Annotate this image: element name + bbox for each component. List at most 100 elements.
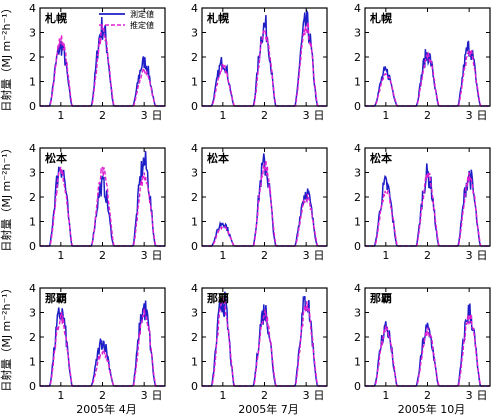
x-tick-label: 1 <box>57 389 64 402</box>
x-tick-label: 2 <box>424 389 431 402</box>
x-axis-title: 2005年 7月 <box>238 402 299 416</box>
y-tick-label: 3 <box>354 27 361 40</box>
y-tick-label: 0 <box>354 380 361 393</box>
measured-series-line <box>40 16 165 107</box>
station-label: 札幌 <box>44 11 67 25</box>
y-tick-label: 2 <box>29 191 36 204</box>
x-tick-label: 3 <box>141 109 148 122</box>
y-tick-label: 1 <box>354 356 361 369</box>
x-tick-label: 2 <box>261 109 268 122</box>
estimated-series-line <box>40 308 165 387</box>
y-tick-label: 4 <box>354 282 361 295</box>
x-unit-label: 日 <box>152 109 163 122</box>
x-unit-label: 日 <box>314 109 325 122</box>
measured-series-line <box>40 151 165 247</box>
y-tick-label: 2 <box>29 331 36 344</box>
x-unit-label: 日 <box>152 249 163 262</box>
estimated-series-line <box>365 47 490 107</box>
y-tick-label: 2 <box>354 331 361 344</box>
x-tick-label: 2 <box>424 109 431 122</box>
y-tick-label: 1 <box>29 76 36 89</box>
x-unit-label: 日 <box>314 389 325 402</box>
y-tick-label: 1 <box>191 356 198 369</box>
y-tick-label: 4 <box>354 2 361 15</box>
station-label: 那覇 <box>207 292 229 305</box>
y-tick-label: 3 <box>354 167 361 180</box>
station-label: 札幌 <box>369 11 392 25</box>
station-label: 松本 <box>45 151 67 165</box>
station-label: 松本 <box>207 151 229 165</box>
y-tick-label: 3 <box>29 307 36 320</box>
x-unit-label: 日 <box>477 249 488 262</box>
y-tick-label: 1 <box>191 216 198 229</box>
x-tick-label: 1 <box>382 109 389 122</box>
estimated-series-line <box>365 172 490 247</box>
y-tick-label: 4 <box>29 282 36 295</box>
estimated-series-line <box>365 311 490 387</box>
x-tick-label: 3 <box>466 109 473 122</box>
station-label: 那覇 <box>370 292 392 305</box>
y-tick-label: 2 <box>354 191 361 204</box>
y-tick-label: 1 <box>354 76 361 89</box>
x-unit-label: 日 <box>477 109 488 122</box>
y-tick-label: 0 <box>191 240 198 253</box>
y-tick-label: 1 <box>191 76 198 89</box>
x-tick-label: 3 <box>141 389 148 402</box>
x-tick-label: 3 <box>466 389 473 402</box>
x-tick-label: 1 <box>219 109 226 122</box>
y-axis-label: 日射量（MJ m⁻²h⁻¹） <box>0 2 13 111</box>
station-label: 松本 <box>370 151 392 165</box>
legend: 測定値 推定値 <box>99 9 154 30</box>
y-tick-label: 4 <box>191 282 198 295</box>
station-label: 札幌 <box>206 11 229 25</box>
x-tick-label: 1 <box>219 389 226 402</box>
y-axis-label: 日射量（MJ m⁻²h⁻¹） <box>0 142 13 251</box>
x-tick-label: 3 <box>303 389 310 402</box>
x-tick-label: 2 <box>99 249 106 262</box>
estimated-series-line <box>202 297 327 387</box>
y-tick-label: 0 <box>191 380 198 393</box>
y-tick-label: 2 <box>191 191 198 204</box>
x-tick-label: 1 <box>57 109 64 122</box>
measured-series-line <box>365 163 490 247</box>
y-tick-label: 4 <box>29 2 36 15</box>
station-label: 那覇 <box>45 292 67 305</box>
y-tick-label: 4 <box>354 142 361 155</box>
y-tick-label: 1 <box>354 216 361 229</box>
x-tick-label: 2 <box>99 389 106 402</box>
y-tick-label: 2 <box>191 51 198 64</box>
estimated-series-line <box>40 166 165 247</box>
x-tick-label: 1 <box>57 249 64 262</box>
x-tick-label: 3 <box>303 249 310 262</box>
x-axis-title: 2005年 10月 <box>398 402 466 416</box>
x-tick-label: 2 <box>99 109 106 122</box>
x-axis-title: 2005年 4月 <box>76 402 137 416</box>
estimated-series-line <box>202 159 327 247</box>
y-tick-label: 4 <box>191 142 198 155</box>
y-tick-label: 3 <box>29 27 36 40</box>
y-tick-label: 0 <box>29 240 36 253</box>
y-tick-label: 1 <box>29 216 36 229</box>
measured-series-line <box>40 300 165 387</box>
y-tick-label: 0 <box>29 100 36 113</box>
x-tick-label: 1 <box>382 389 389 402</box>
y-tick-label: 2 <box>191 331 198 344</box>
y-tick-label: 0 <box>29 380 36 393</box>
x-unit-label: 日 <box>477 389 488 402</box>
x-tick-label: 1 <box>219 249 226 262</box>
x-tick-label: 2 <box>261 389 268 402</box>
y-tick-label: 1 <box>29 356 36 369</box>
y-tick-label: 3 <box>29 167 36 180</box>
y-tick-label: 4 <box>29 142 36 155</box>
y-tick-label: 2 <box>29 51 36 64</box>
y-axis-label: 日射量（MJ m⁻²h⁻¹） <box>0 282 13 391</box>
x-tick-label: 1 <box>382 249 389 262</box>
x-tick-label: 2 <box>261 249 268 262</box>
